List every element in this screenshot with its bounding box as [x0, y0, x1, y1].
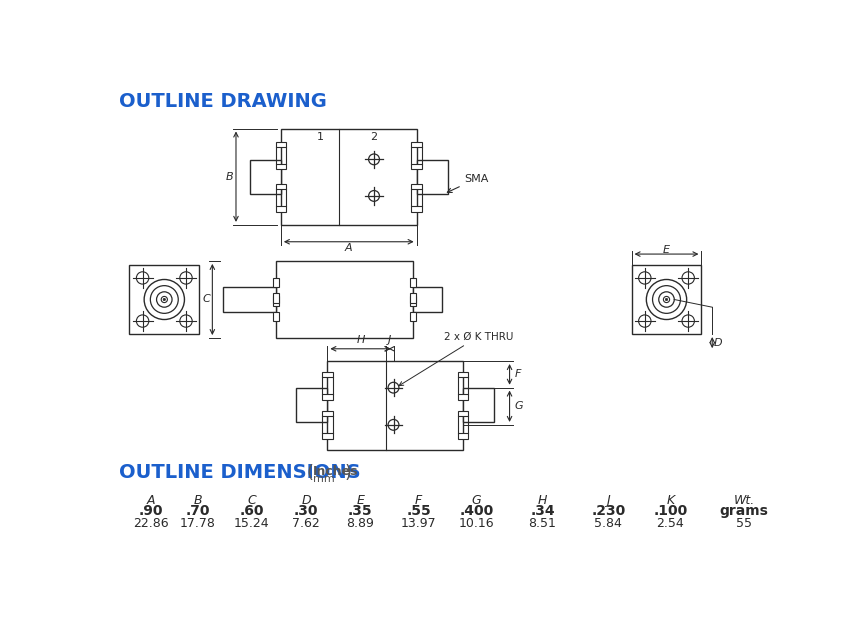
Bar — [250, 160, 281, 194]
Text: B: B — [194, 493, 202, 507]
Text: .34: .34 — [530, 504, 555, 518]
Bar — [411, 206, 422, 211]
Bar — [281, 128, 417, 225]
Text: .70: .70 — [186, 504, 210, 518]
Text: C: C — [247, 493, 256, 507]
Text: 2: 2 — [371, 132, 378, 142]
Bar — [632, 265, 701, 334]
Text: 22.86: 22.86 — [134, 517, 169, 530]
Text: K: K — [667, 493, 674, 507]
Text: OUTLINE DIMENSIONS: OUTLINE DIMENSIONS — [119, 463, 361, 482]
Bar — [275, 206, 286, 211]
Bar — [275, 184, 286, 189]
Bar — [457, 372, 469, 377]
Bar — [411, 293, 416, 303]
Bar — [411, 164, 422, 170]
Text: G: G — [472, 493, 482, 507]
Text: OUTLINE DRAWING: OUTLINE DRAWING — [119, 91, 327, 110]
Bar — [322, 433, 332, 439]
Text: 13.97: 13.97 — [401, 517, 437, 530]
Bar — [411, 312, 416, 321]
Text: .400: .400 — [459, 504, 494, 518]
Bar — [223, 287, 276, 312]
Text: 8.51: 8.51 — [529, 517, 556, 530]
Text: C: C — [202, 295, 210, 305]
Text: 2.54: 2.54 — [656, 517, 684, 530]
Circle shape — [163, 298, 166, 300]
Text: .35: .35 — [348, 504, 372, 518]
Text: 15.24: 15.24 — [234, 517, 270, 530]
Bar — [411, 297, 416, 305]
Text: grams: grams — [720, 504, 768, 518]
Bar — [411, 142, 422, 147]
Text: .55: .55 — [406, 504, 431, 518]
Text: .30: .30 — [294, 504, 319, 518]
Text: H: H — [538, 493, 547, 507]
Text: E: E — [357, 493, 365, 507]
Text: mm: mm — [313, 474, 335, 483]
Bar — [129, 265, 199, 334]
Text: .230: .230 — [591, 504, 626, 518]
Text: 7.62: 7.62 — [293, 517, 320, 530]
Text: SMA: SMA — [447, 173, 489, 192]
Bar — [273, 293, 279, 303]
Bar — [273, 297, 279, 305]
Bar — [276, 261, 413, 338]
Circle shape — [666, 298, 667, 300]
Text: .90: .90 — [139, 504, 163, 518]
Text: J: J — [607, 493, 610, 507]
Text: 10.16: 10.16 — [459, 517, 495, 530]
Bar — [273, 312, 279, 321]
Bar — [322, 372, 332, 377]
Bar — [411, 278, 416, 287]
Bar — [327, 361, 463, 450]
Text: ): ) — [345, 464, 352, 482]
Text: 55: 55 — [736, 517, 752, 530]
Text: Wt.: Wt. — [733, 493, 754, 507]
Bar — [273, 278, 279, 287]
Text: D: D — [301, 493, 311, 507]
Text: .60: .60 — [240, 504, 264, 518]
Bar — [463, 389, 494, 422]
Text: 17.78: 17.78 — [180, 517, 215, 530]
Text: 1: 1 — [316, 132, 324, 142]
Text: 5.84: 5.84 — [595, 517, 622, 530]
Bar — [457, 411, 469, 417]
Text: H: H — [356, 335, 365, 345]
Bar — [411, 184, 422, 189]
Text: .100: .100 — [654, 504, 687, 518]
Bar — [413, 287, 442, 312]
Text: B: B — [226, 171, 233, 182]
Bar — [322, 411, 332, 417]
Bar — [417, 160, 448, 194]
Text: F: F — [515, 370, 522, 379]
Text: D: D — [714, 338, 723, 347]
Text: (: ( — [307, 464, 314, 482]
Text: A: A — [345, 243, 352, 253]
Text: F: F — [415, 493, 422, 507]
Bar — [457, 433, 469, 439]
Text: 2 x Ø K THRU: 2 x Ø K THRU — [399, 331, 513, 385]
Bar — [322, 394, 332, 400]
Bar — [275, 142, 286, 147]
Text: J: J — [388, 335, 391, 345]
Text: A: A — [147, 493, 155, 507]
Text: 8.89: 8.89 — [346, 517, 374, 530]
Bar — [457, 394, 469, 400]
Text: E: E — [663, 245, 670, 255]
Bar — [275, 164, 286, 170]
Bar — [297, 389, 327, 422]
Text: G: G — [515, 401, 523, 411]
Text: Inches: Inches — [313, 465, 358, 478]
